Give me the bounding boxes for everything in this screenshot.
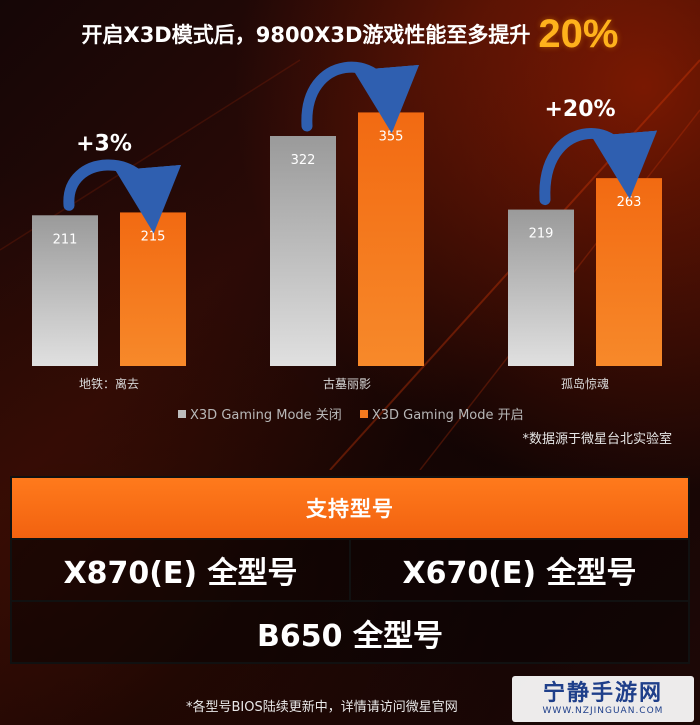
supported-models-table: 支持型号 X870(E) 全型号 X670(E) 全型号 B650 全型号 — [10, 476, 690, 664]
legend-label-on: X3D Gaming Mode 开启 — [371, 408, 524, 423]
bar-value-label-on-2: 263 — [617, 195, 642, 210]
bar-value-label-off-0: 211 — [53, 232, 78, 247]
increase-arrow-1 — [301, 61, 420, 134]
bar-on-1 — [358, 112, 424, 366]
supported-models-row-b650: B650 全型号 — [12, 602, 688, 664]
increase-annotation-2: +20% — [544, 97, 615, 122]
headline-highlight: 20% — [538, 11, 619, 56]
legend-item-off: X3D Gaming Mode 关闭 — [178, 404, 342, 423]
bar-value-label-on-1: 355 — [379, 129, 404, 144]
increase-annotation-0: +3% — [76, 131, 132, 156]
model-x870: X870(E) 全型号 — [63, 556, 298, 591]
increase-arrow-2 — [539, 128, 658, 206]
footer-note: *各型号BIOS陆续更新中，详情请访问微星官网 — [186, 700, 458, 715]
category-label-0: 地铁：离去 — [79, 376, 139, 391]
chart-legend: X3D Gaming Mode 关闭 X3D Gaming Mode 开启 — [178, 404, 524, 423]
source-note: *数据源于微星台北实验室 — [522, 432, 672, 447]
watermark-logo: 宁静手游网 WWW.NZJINGUAN.COM — [512, 676, 694, 722]
model-b650: B650 全型号 — [257, 619, 443, 654]
legend-item-on: X3D Gaming Mode 开启 — [359, 404, 524, 423]
headline: 开启X3D模式后，9800X3D游戏性能至多提升 20% — [0, 8, 700, 60]
bar-off-1 — [270, 136, 336, 366]
supported-models-header: 支持型号 — [12, 478, 688, 540]
watermark-url: WWW.NZJINGUAN.COM — [542, 706, 664, 716]
category-label-1: 古墓丽影 — [323, 376, 371, 391]
legend-swatch-on — [359, 409, 368, 418]
supported-models-row: X870(E) 全型号 X670(E) 全型号 — [12, 540, 688, 602]
bar-value-label-off-2: 219 — [529, 227, 554, 242]
bar-value-label-on-0: 215 — [141, 229, 166, 244]
model-x670: X670(E) 全型号 — [349, 540, 688, 600]
bar-on-2 — [596, 178, 662, 366]
legend-label-off: X3D Gaming Mode 关闭 — [190, 408, 342, 423]
bar-value-label-off-1: 322 — [291, 153, 316, 168]
bar-off-2 — [508, 209, 574, 366]
watermark-title: 宁静手游网 — [542, 681, 663, 706]
increase-arrow-0 — [63, 159, 182, 234]
performance-bar-chart: 211215地铁：离去+3%322355古墓丽影+10%219263孤岛惊魂+2… — [32, 61, 662, 391]
legend-swatch-off — [178, 409, 186, 418]
headline-text: 开启X3D模式后，9800X3D游戏性能至多提升 — [81, 23, 531, 47]
bar-off-0 — [32, 215, 98, 366]
category-label-2: 孤岛惊魂 — [561, 376, 609, 391]
bar-on-0 — [120, 212, 186, 366]
